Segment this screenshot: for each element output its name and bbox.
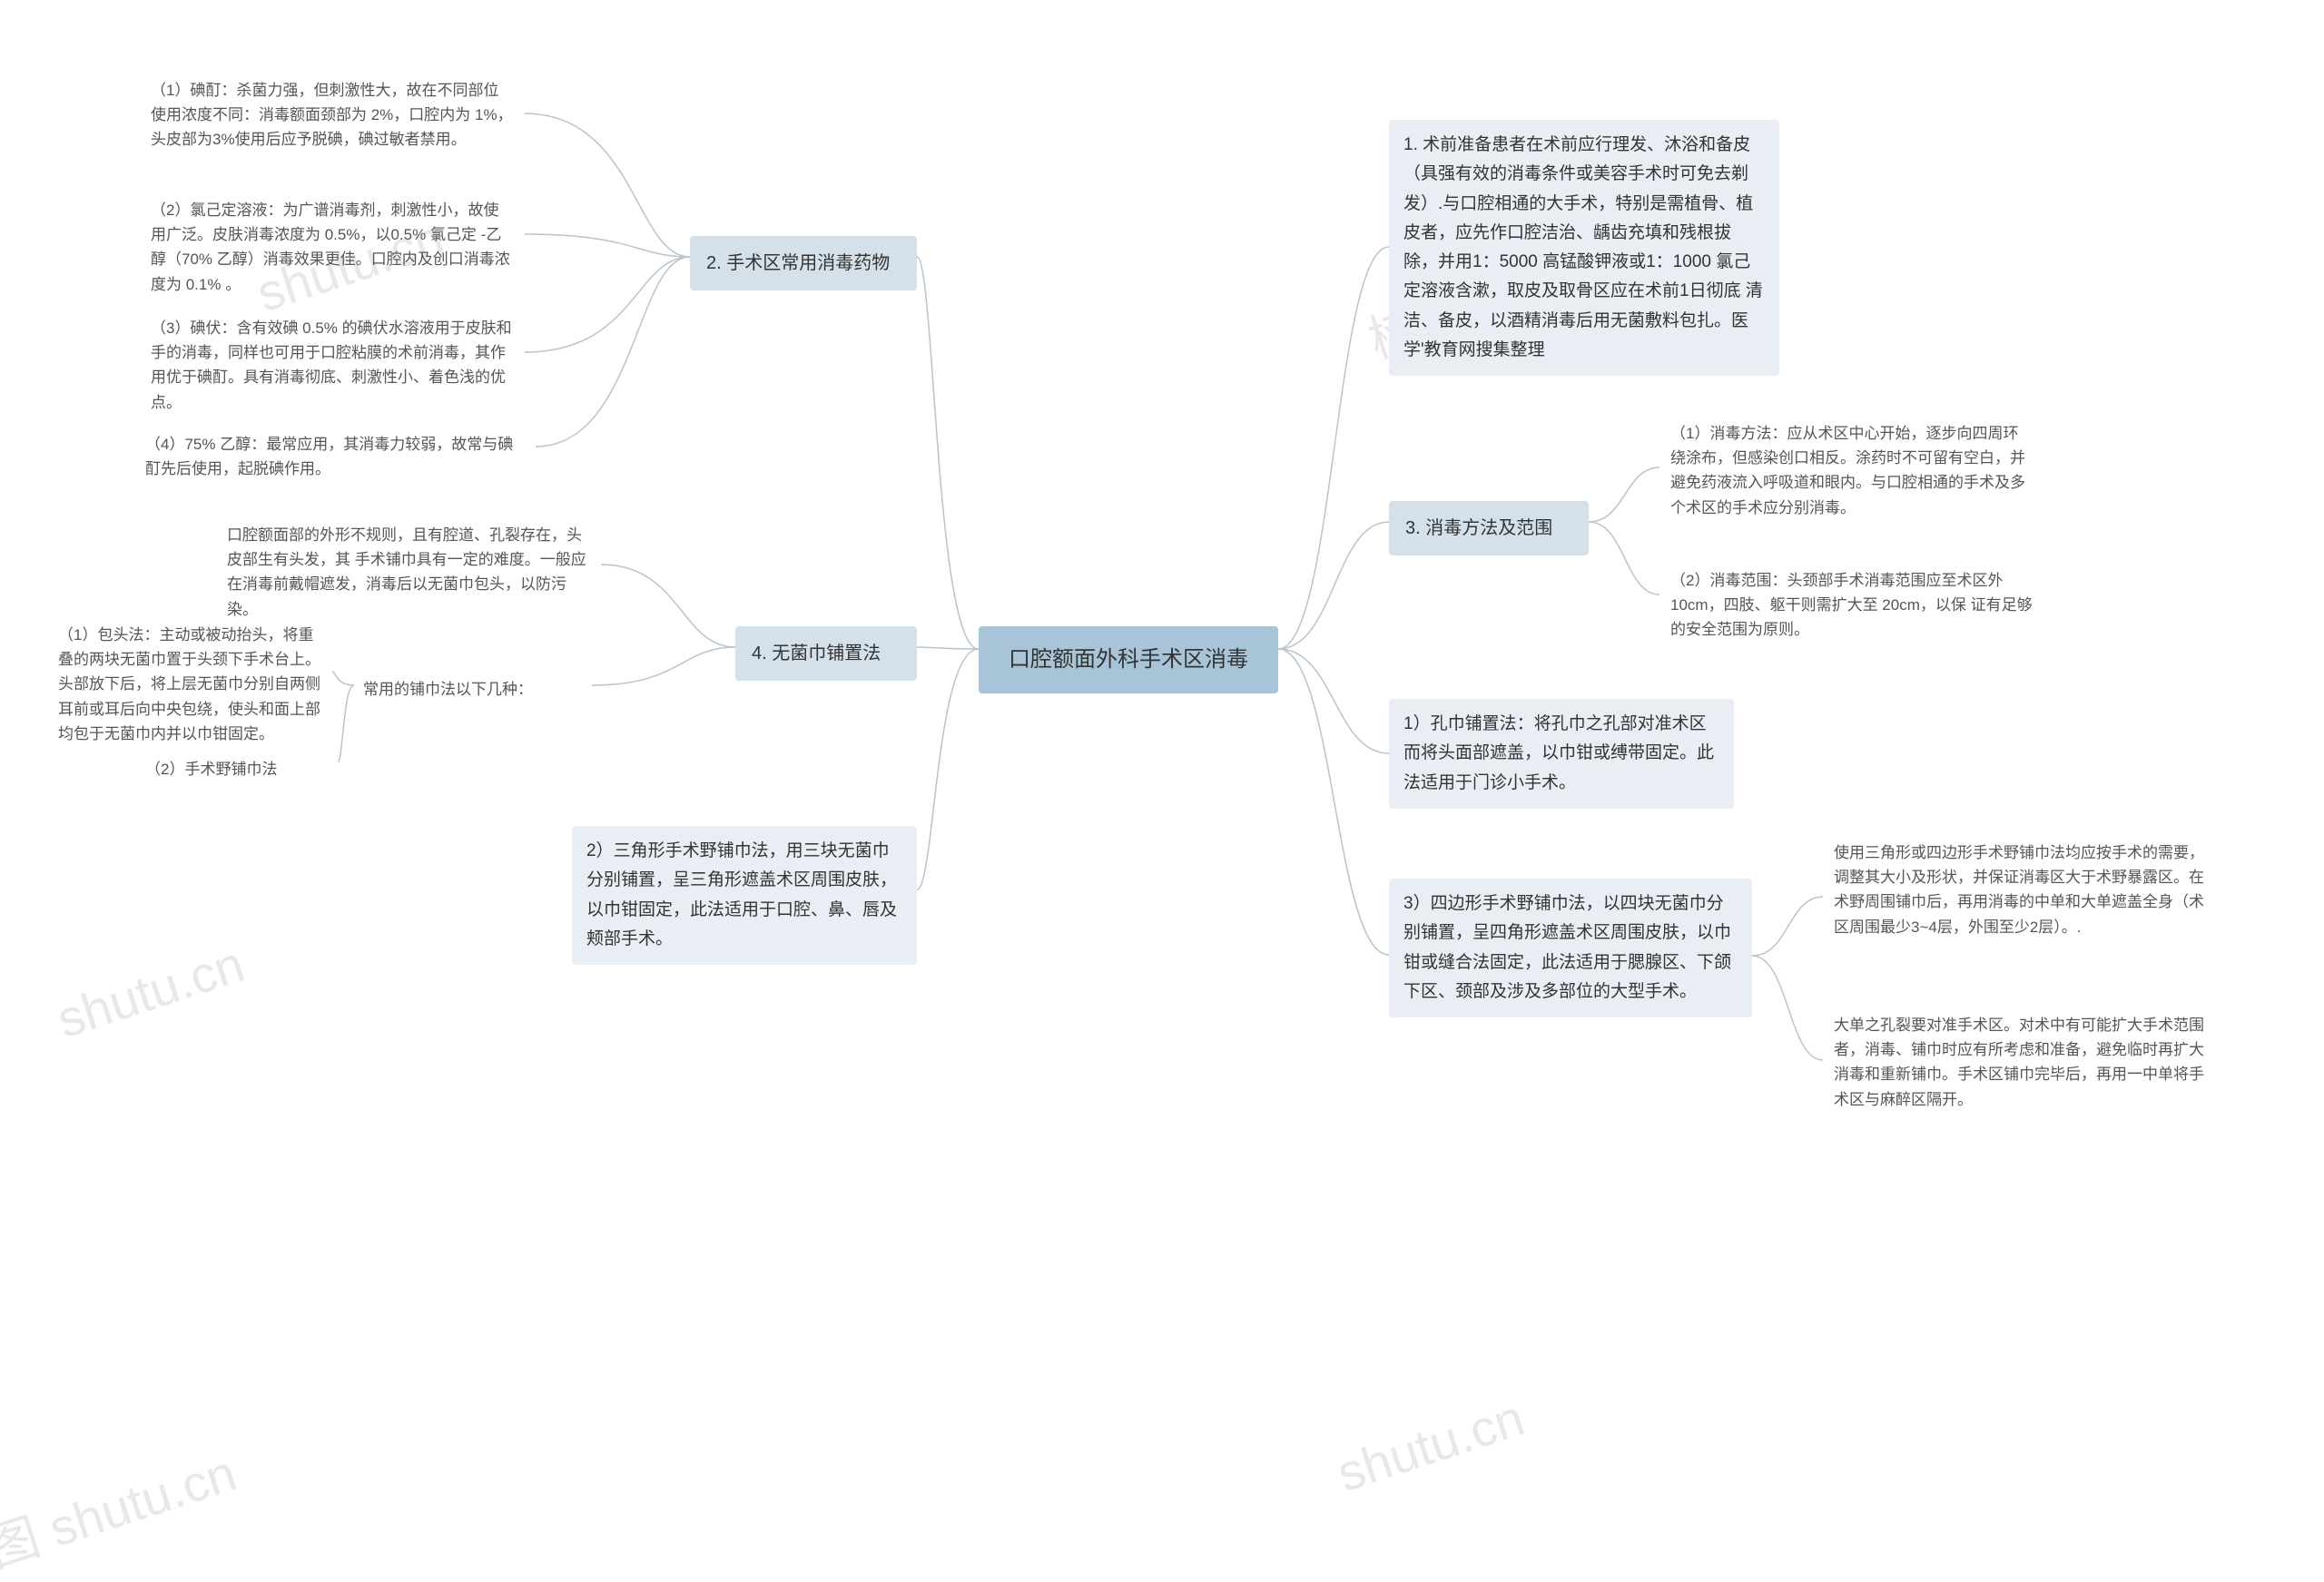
left-4-sub-1: （1）包头法：主动或被动抬头，将重叠的两块无菌巾置于头颈下手术台上。头部放下后，… bbox=[49, 617, 330, 752]
left-main-4: 4. 无菌巾铺置法 bbox=[735, 626, 917, 681]
right-3-leaf-1: （1）消毒方法：应从术区中心开始，逐步向四周环绕涂布，但感染创口相反。涂药时不可… bbox=[1661, 416, 2043, 526]
root-node: 口腔额面外科手术区消毒 bbox=[979, 626, 1278, 693]
watermark: shutu.cn bbox=[1330, 1388, 1531, 1503]
left-block-triangle: 2）三角形手术野铺巾法，用三块无菌巾分别铺置，呈三角形遮盖术区周围皮肤，以巾钳固… bbox=[572, 826, 917, 965]
left-2-leaf-4: （4）75% 乙醇：最常应用，其消毒力较弱，故常与碘酊先后使用，起脱碘作用。 bbox=[136, 427, 536, 486]
watermark: shutu.cn bbox=[50, 934, 251, 1049]
left-main-2: 2. 手术区常用消毒药物 bbox=[690, 236, 917, 290]
right-main-3: 3. 消毒方法及范围 bbox=[1389, 501, 1589, 555]
right-quad-leaf-1: 使用三角形或四边形手术野铺巾法均应按手术的需要，调整其大小及形状，并保证消毒区大… bbox=[1825, 835, 2215, 945]
left-2-leaf-3: （3）碘伏：含有效碘 0.5% 的碘伏水溶液用于皮肤和手的消毒，同样也可用于口腔… bbox=[142, 310, 523, 420]
right-block-1: 1. 术前准备患者在术前应行理发、沐浴和备皮（具强有效的消毒条件或美容手术时可免… bbox=[1389, 120, 1779, 376]
left-2-leaf-2: （2）氯己定溶液：为广谱消毒剂，刺激性小，故使用广泛。皮肤消毒浓度为 0.5%，… bbox=[142, 192, 523, 302]
right-quad-leaf-2: 大单之孔裂要对准手术区。对术中有可能扩大手术范围者，消毒、铺巾时应有所考虑和准备… bbox=[1825, 1007, 2215, 1117]
right-block-hole: 1）孔巾铺置法：将孔巾之孔部对准术区而将头面部遮盖，以巾钳或缚带固定。此法适用于… bbox=[1389, 699, 1734, 809]
right-block-quad: 3）四边形手术野铺巾法，以四块无菌巾分别铺置，呈四角形遮盖术区周围皮肤，以巾钳或… bbox=[1389, 879, 1752, 1017]
left-4-leaf-2: 常用的铺巾法以下几种： bbox=[354, 672, 590, 707]
left-4-sub-2: （2）手术野铺巾法 bbox=[136, 752, 336, 787]
left-4-leaf-1: 口腔额面部的外形不规则，且有腔道、孔裂存在，头皮部生有头发，其 手术铺巾具有一定… bbox=[218, 517, 599, 627]
right-3-leaf-2: （2）消毒范围：头颈部手术消毒范围应至术区外10cm，四肢、躯干则需扩大至 20… bbox=[1661, 563, 2043, 648]
left-2-leaf-1: （1）碘酊：杀菌力强，但刺激性大，故在不同部位使用浓度不同：消毒额面颈部为 2%… bbox=[142, 73, 523, 158]
watermark: 图 shutu.cn bbox=[0, 1432, 244, 1582]
